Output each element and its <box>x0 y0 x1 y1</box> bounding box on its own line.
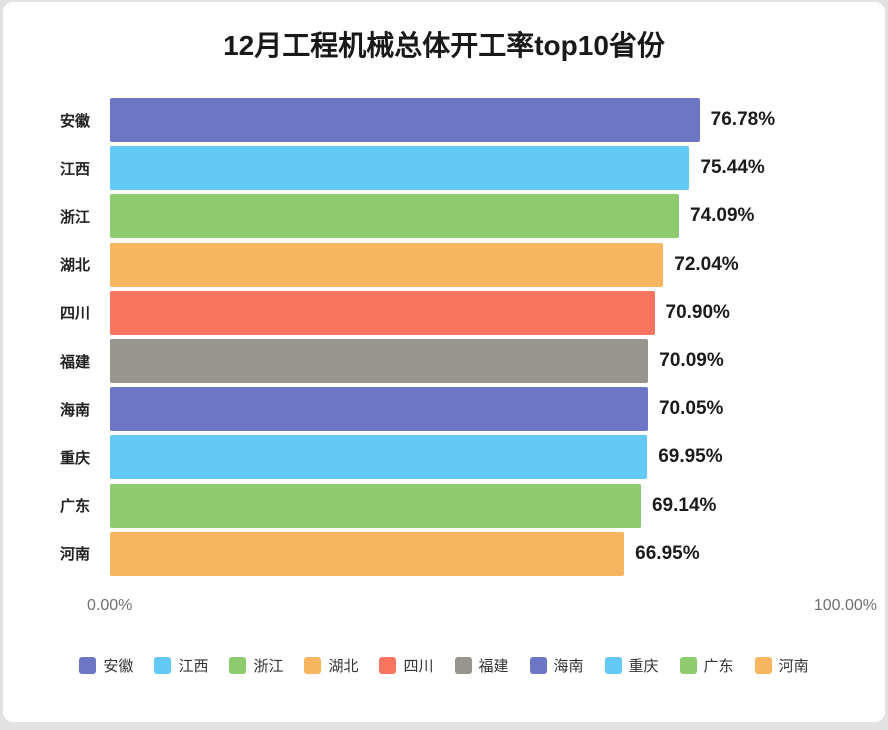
value-label: 74.09% <box>690 205 755 227</box>
legend-label: 湖北 <box>328 658 359 675</box>
value-label: 70.05% <box>658 398 724 420</box>
category-label: 浙江 <box>59 208 90 226</box>
bar-chart-plot-area: 安徽 76.78% 江西 75.44% 浙江 74.09% 湖北 72.04% 四川 70.90%… <box>3 96 885 578</box>
bar <box>110 146 690 191</box>
legend-swatch <box>679 657 697 674</box>
legend-label: 安徽 <box>103 658 134 675</box>
legend-swatch <box>229 657 247 674</box>
category-label: 河南 <box>59 546 90 564</box>
bar-track: 70.09% <box>110 339 885 384</box>
legend-label: 四川 <box>403 658 434 675</box>
legend-label: 河南 <box>778 658 809 675</box>
bar-track: 76.78% <box>110 98 885 143</box>
bar-track: 70.90% <box>110 290 885 335</box>
legend-item: 安徽 <box>79 655 133 676</box>
value-label: 70.90% <box>665 301 730 323</box>
category-label: 海南 <box>59 401 90 419</box>
chart-title: 12月工程机械总体开工率top10省份 <box>223 30 665 61</box>
bar-row: 重庆 69.95% <box>3 433 885 481</box>
bar-track: 74.09% <box>110 194 885 239</box>
bar-track: 75.44% <box>110 146 885 191</box>
category-label: 江西 <box>59 160 90 178</box>
legend-label: 海南 <box>553 658 584 675</box>
bar-track: 72.04% <box>110 242 885 287</box>
bar-row: 福建 70.09% <box>3 337 885 385</box>
value-label: 72.04% <box>674 253 739 275</box>
category-label: 安徽 <box>59 112 90 130</box>
bar-track: 70.05% <box>110 387 885 432</box>
bar <box>110 290 655 335</box>
x-axis-tick-max: 100.00% <box>813 597 877 614</box>
legend-item: 湖北 <box>304 655 358 676</box>
chart-card: 12月工程机械总体开工率top10省份 安徽 76.78% 江西 75.44% 浙江 74… <box>3 2 885 722</box>
bar-track: 66.95% <box>110 531 885 576</box>
legend-item: 浙江 <box>229 655 283 676</box>
legend-label: 福建 <box>478 658 509 675</box>
x-axis: 0.00% 100.00% <box>3 597 885 619</box>
legend-swatch <box>604 657 622 674</box>
legend-swatch <box>304 657 322 674</box>
bar <box>110 98 700 143</box>
legend-item: 广东 <box>679 655 734 676</box>
legend-swatch <box>379 657 397 674</box>
value-label: 76.78% <box>710 109 776 131</box>
bar <box>110 242 664 287</box>
legend: 安徽 江西 浙江 湖北 四川 福建 海南 重庆 广东 河南 <box>3 655 885 676</box>
legend-label: 江西 <box>178 658 209 675</box>
legend-swatch <box>454 657 472 674</box>
legend-label: 重庆 <box>628 658 659 675</box>
bar-row: 江西 75.44% <box>3 144 885 192</box>
legend-swatch <box>754 657 772 674</box>
category-label: 重庆 <box>59 449 90 467</box>
legend-label: 广东 <box>703 658 734 675</box>
legend-swatch <box>529 657 547 674</box>
x-axis-tick-min: 0.00% <box>87 597 133 614</box>
bar-track: 69.14% <box>110 483 885 528</box>
bar-row: 广东 69.14% <box>3 482 885 530</box>
bar <box>110 194 679 239</box>
bar-row: 海南 70.05% <box>3 385 885 433</box>
legend-item: 重庆 <box>604 655 659 676</box>
bar <box>110 483 641 528</box>
bar-row: 湖北 72.04% <box>3 241 885 289</box>
legend-swatch <box>154 657 172 674</box>
bar-row: 安徽 76.78% <box>3 96 885 144</box>
bar-row: 浙江 74.09% <box>3 192 885 240</box>
bar-track: 69.95% <box>110 435 885 480</box>
bar-row: 四川 70.90% <box>3 289 885 337</box>
category-label: 福建 <box>59 353 90 371</box>
category-label: 湖北 <box>59 257 90 275</box>
legend-item: 海南 <box>529 655 584 676</box>
bar-row: 河南 66.95% <box>3 530 885 578</box>
category-label: 广东 <box>59 498 90 516</box>
value-label: 69.95% <box>658 446 723 468</box>
bar <box>110 339 649 384</box>
legend-item: 河南 <box>754 655 809 676</box>
legend-item: 四川 <box>379 655 434 676</box>
bar <box>110 435 648 480</box>
value-label: 70.09% <box>659 350 724 372</box>
legend-swatch <box>79 657 97 674</box>
legend-item: 江西 <box>154 655 208 676</box>
value-label: 69.14% <box>651 494 717 516</box>
bar <box>110 387 648 432</box>
legend-label: 浙江 <box>253 658 284 675</box>
legend-item: 福建 <box>454 655 509 676</box>
value-label: 75.44% <box>700 157 765 179</box>
category-label: 四川 <box>59 305 90 323</box>
bar <box>110 531 625 576</box>
value-label: 66.95% <box>635 542 700 564</box>
